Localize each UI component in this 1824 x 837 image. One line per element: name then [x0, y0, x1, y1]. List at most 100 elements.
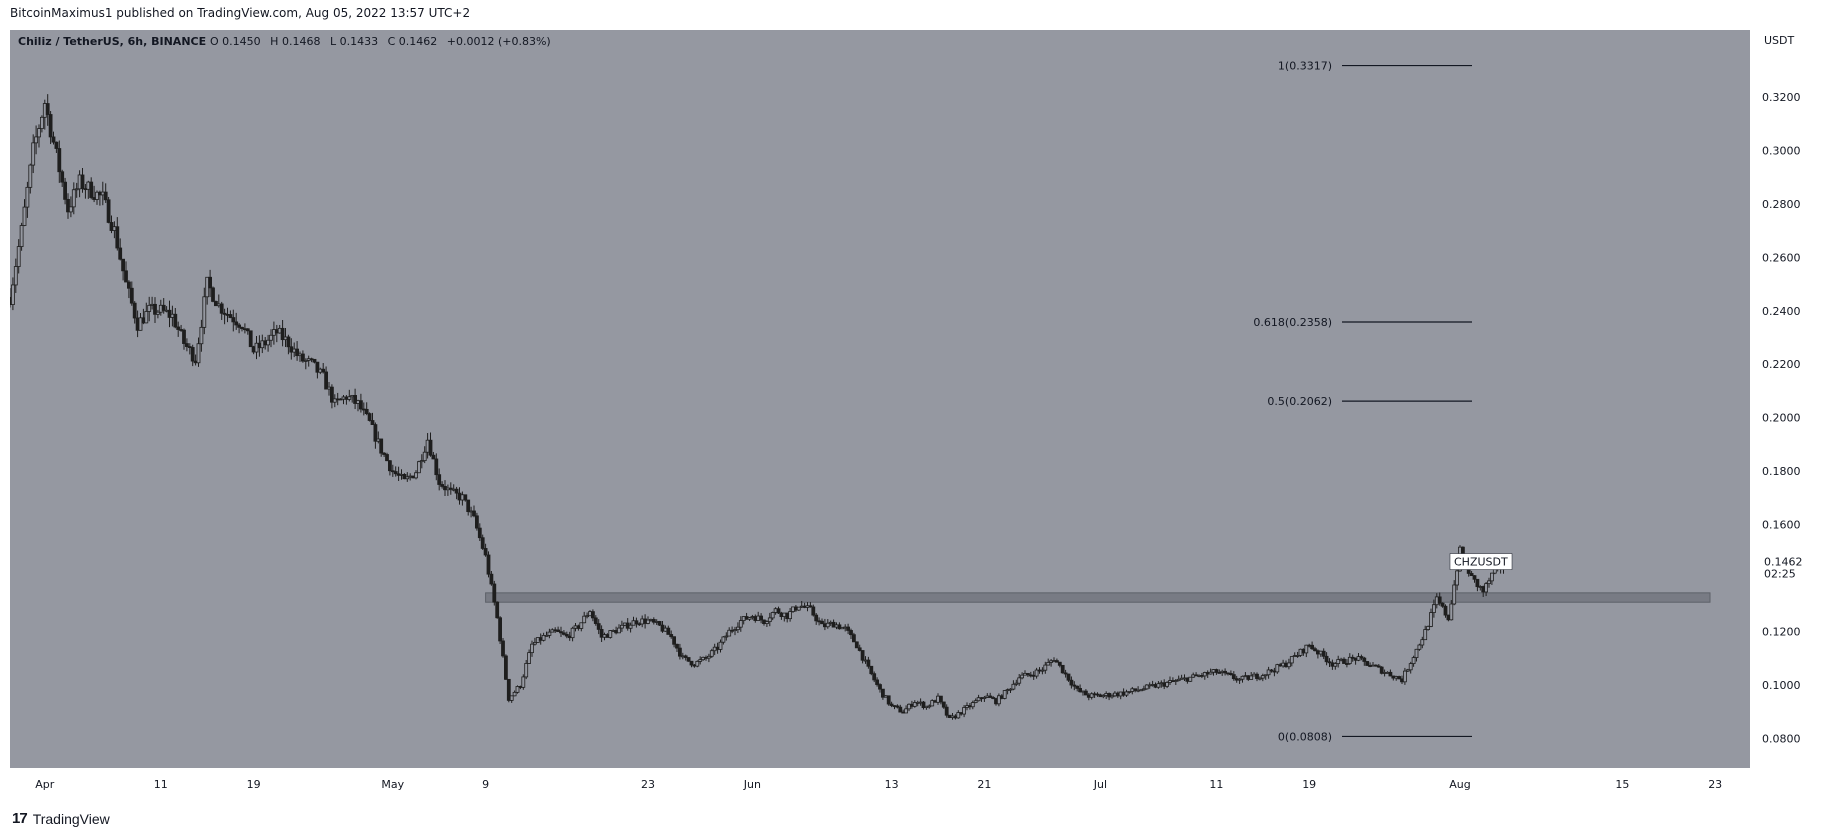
- price-scale[interactable]: USDT 0.3200 0.3000 0.2800 0.2600 0.2400 0.220…: [1750, 30, 1824, 800]
- high-value: 0.1468: [282, 35, 321, 48]
- price-chart[interactable]: 1(0.3317) 0.618(0.2358) 0.5(0.2062) 0(0.080…: [10, 30, 1750, 768]
- candle-body: [869, 665, 874, 675]
- candle-body: [51, 136, 56, 143]
- x-tick-label: Jul: [1093, 778, 1107, 791]
- candle-body: [387, 460, 392, 472]
- candle-body: [921, 701, 926, 709]
- candle-body: [37, 128, 41, 138]
- candle-body: [373, 424, 378, 442]
- candle-body: [689, 660, 694, 666]
- candle-body: [466, 499, 471, 513]
- candle-body: [982, 697, 987, 699]
- candle-body: [820, 620, 824, 625]
- candle-body: [1275, 664, 1280, 673]
- candle-body: [385, 454, 389, 462]
- y-tick-label: 0.2400: [1762, 305, 1801, 318]
- candle-body: [724, 635, 729, 638]
- candle-body: [80, 174, 85, 190]
- candle-body: [1443, 605, 1448, 616]
- chart-frame[interactable]: 1(0.3317) 0.618(0.2358) 0.5(0.2062) 0(0.080…: [10, 30, 1750, 768]
- candle-body: [988, 695, 993, 698]
- candle-body: [1188, 676, 1193, 682]
- candle-body: [25, 186, 30, 208]
- candle-body: [13, 266, 18, 286]
- candle-body: [1347, 656, 1352, 664]
- candle-body: [89, 181, 94, 198]
- candle-body: [733, 629, 737, 632]
- close-value: 0.1462: [399, 35, 438, 48]
- candle-body: [280, 327, 285, 341]
- candle-body: [332, 398, 337, 403]
- candle-body: [153, 303, 157, 315]
- candle-body: [941, 701, 946, 708]
- candle-body: [483, 548, 488, 556]
- candle-body: [562, 632, 566, 635]
- candle-body: [657, 621, 662, 626]
- x-tick-label: May: [381, 778, 404, 791]
- candle-body: [492, 583, 497, 603]
- candle-body: [1324, 655, 1329, 663]
- candle-body: [970, 702, 975, 708]
- candle-body: [1017, 677, 1022, 684]
- candle-body: [1223, 670, 1227, 674]
- candle-body: [266, 339, 271, 346]
- publish-info: BitcoinMaximus1 published on TradingView…: [10, 6, 471, 20]
- candle-body: [1376, 665, 1381, 668]
- candle-body: [1414, 648, 1419, 659]
- candle-body: [129, 287, 134, 304]
- candle-body: [208, 276, 213, 289]
- candle-body: [1475, 578, 1480, 588]
- candle-body: [495, 601, 500, 619]
- candle-body: [503, 655, 508, 680]
- candle-body: [219, 303, 224, 314]
- candle-body: [1034, 669, 1039, 677]
- candle-body: [872, 673, 877, 681]
- candle-body: [1484, 583, 1488, 593]
- candle-body: [176, 326, 181, 330]
- candle-body: [498, 617, 503, 642]
- candle-body: [1101, 695, 1106, 698]
- ticker-badge-label: CHZUSDT: [1454, 556, 1508, 569]
- fib-label: 0.618(0.2358): [1253, 316, 1332, 329]
- footer: 17 TradingView: [12, 810, 110, 827]
- currency-label: USDT: [1764, 34, 1795, 47]
- ohlc-readout: O 0.1450 H 0.1468 L 0.1433 C 0.1462 +0.0…: [210, 35, 551, 48]
- candle-body: [776, 608, 781, 614]
- candle-body: [596, 623, 601, 630]
- open-value: 0.1450: [222, 35, 261, 48]
- change-value: +0.0012 (+0.83%): [447, 35, 551, 48]
- candle-body: [541, 635, 546, 641]
- candle-body: [269, 334, 273, 341]
- candle-body: [161, 304, 166, 311]
- candle-body: [1043, 664, 1048, 671]
- candles-layer: [10, 94, 1509, 720]
- candle-body: [617, 627, 621, 634]
- candle-body: [634, 620, 639, 625]
- candle-body: [718, 641, 723, 650]
- x-tick-label: Jun: [743, 778, 761, 791]
- candle-body: [71, 189, 76, 208]
- candle-body: [196, 343, 201, 364]
- candle-body: [501, 640, 505, 657]
- candle-body: [1173, 680, 1178, 682]
- candle-body: [544, 635, 549, 637]
- candle-body: [1026, 672, 1030, 676]
- candle-body: [416, 461, 421, 474]
- candle-body: [695, 660, 700, 667]
- candle-body: [127, 281, 131, 289]
- candle-body: [382, 452, 387, 455]
- candle-body: [849, 630, 853, 636]
- y-tick-label: 0.2200: [1762, 358, 1801, 371]
- candle-body: [1452, 584, 1457, 605]
- candle-body: [1397, 676, 1401, 680]
- candle-body: [1345, 663, 1349, 665]
- candle-body: [585, 615, 589, 618]
- candle-body: [428, 439, 433, 456]
- candle-body: [1426, 626, 1430, 630]
- candle-body: [295, 348, 300, 357]
- time-scale[interactable]: Apr 11 19 May 9 23 Jun 13 21 Jul 11 19 Aug 15 23: [10, 768, 1750, 800]
- candle-body: [1237, 678, 1242, 681]
- candle-body: [321, 368, 326, 373]
- candle-body: [860, 650, 865, 661]
- high-label: H: [270, 35, 278, 48]
